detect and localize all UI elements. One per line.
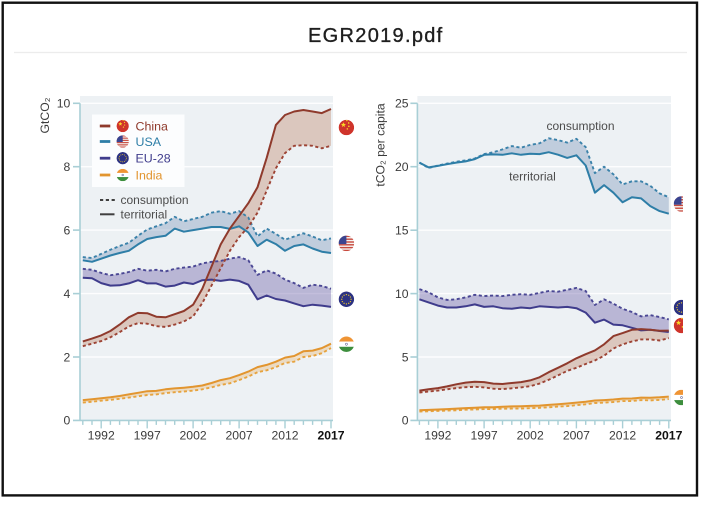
svg-text:1992: 1992 xyxy=(424,428,451,442)
svg-text:consumption: consumption xyxy=(121,193,189,207)
svg-text:0: 0 xyxy=(64,414,71,428)
svg-text:USA: USA xyxy=(136,135,162,149)
svg-text:2007: 2007 xyxy=(226,428,253,442)
svg-text:2012: 2012 xyxy=(609,428,636,442)
svg-text:10: 10 xyxy=(395,287,409,301)
svg-text:5: 5 xyxy=(402,350,409,364)
svg-text:consumption: consumption xyxy=(546,119,614,133)
svg-text:India: India xyxy=(136,168,163,182)
svg-text:25: 25 xyxy=(395,97,409,111)
svg-text:8: 8 xyxy=(64,160,71,174)
svg-text:10: 10 xyxy=(57,97,71,111)
svg-text:2017: 2017 xyxy=(655,428,682,442)
svg-text:15: 15 xyxy=(395,224,409,238)
svg-text:2012: 2012 xyxy=(271,428,298,442)
svg-text:1997: 1997 xyxy=(134,428,161,442)
svg-text:2002: 2002 xyxy=(180,428,207,442)
svg-text:1997: 1997 xyxy=(471,428,498,442)
svg-text:China: China xyxy=(136,119,168,133)
svg-text:2017: 2017 xyxy=(317,428,344,442)
svg-text:tCO₂ per capita: tCO₂ per capita xyxy=(374,103,388,187)
svg-text:20: 20 xyxy=(395,160,409,174)
svg-text:0: 0 xyxy=(402,414,409,428)
svg-text:territorial: territorial xyxy=(121,207,168,221)
svg-text:4: 4 xyxy=(64,287,71,301)
svg-text:GtCO₂: GtCO₂ xyxy=(38,97,52,133)
svg-text:2: 2 xyxy=(64,350,71,364)
svg-text:2007: 2007 xyxy=(563,428,590,442)
svg-text:EGR2019.pdf: EGR2019.pdf xyxy=(308,25,444,47)
svg-text:1992: 1992 xyxy=(88,428,115,442)
svg-text:6: 6 xyxy=(64,223,71,237)
svg-text:territorial: territorial xyxy=(509,169,556,183)
svg-text:2002: 2002 xyxy=(517,428,544,442)
svg-text:EU-28: EU-28 xyxy=(136,152,171,166)
